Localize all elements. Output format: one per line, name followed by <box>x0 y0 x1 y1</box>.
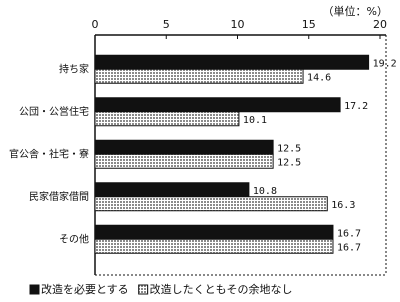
bar <box>94 111 240 127</box>
value-label: 14.6 <box>307 72 331 83</box>
bar <box>94 139 274 155</box>
bar <box>94 182 250 198</box>
y-tick-label: 持ち家 <box>59 62 89 75</box>
unit-label: （単位：%） <box>323 4 388 18</box>
x-tick-label: 5 <box>163 18 170 31</box>
value-label: 19.2 <box>373 58 397 69</box>
x-tick-label: 0 <box>92 18 99 31</box>
legend-swatch <box>29 284 40 295</box>
bar <box>94 97 341 113</box>
bar <box>94 196 328 212</box>
x-tick-label: 10 <box>231 18 245 31</box>
legend-label: 改造を必要とする <box>41 282 129 296</box>
value-label: 10.1 <box>243 115 267 126</box>
legend-label: 改造したくともその余地なし <box>150 282 293 296</box>
legend-swatch <box>138 284 149 295</box>
value-label: 10.8 <box>253 186 277 197</box>
bar <box>94 153 274 169</box>
x-tick-label: 20 <box>373 18 387 31</box>
y-tick-label: 公団・公営住宅 <box>19 105 89 118</box>
value-label: 12.5 <box>277 143 301 154</box>
bar <box>94 238 334 254</box>
value-label: 16.7 <box>337 228 361 239</box>
value-label: 16.3 <box>331 200 355 211</box>
bar <box>94 68 304 84</box>
value-label: 16.7 <box>337 242 361 253</box>
y-tick-label: その他 <box>59 232 89 245</box>
bar <box>94 224 334 240</box>
bar <box>94 54 370 70</box>
y-tick-label: 民家借家借間 <box>29 190 89 203</box>
value-label: 12.5 <box>277 157 301 168</box>
y-tick-label: 官公舎・社宅・寮 <box>9 147 89 160</box>
value-label: 17.2 <box>344 101 368 112</box>
x-tick-label: 15 <box>302 18 316 31</box>
